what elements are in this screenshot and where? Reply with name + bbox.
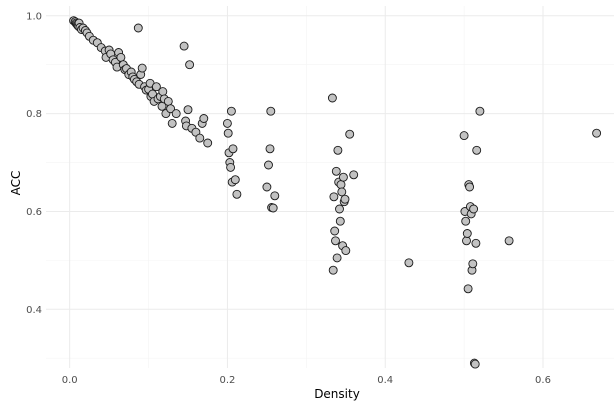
data-point xyxy=(469,204,479,214)
data-point xyxy=(331,166,341,176)
data-point xyxy=(222,118,232,128)
data-point xyxy=(116,52,126,62)
data-points xyxy=(69,16,602,369)
data-point xyxy=(465,182,475,192)
y-tick-label: 0.6 xyxy=(26,207,42,218)
data-point xyxy=(199,114,209,123)
data-point xyxy=(163,96,173,106)
data-point xyxy=(327,93,337,103)
grid-lines xyxy=(46,6,614,368)
data-point xyxy=(338,172,348,182)
data-point xyxy=(151,82,161,92)
data-point xyxy=(171,109,181,119)
data-point xyxy=(335,216,345,226)
x-tick-label: 0.2 xyxy=(219,375,235,386)
data-point xyxy=(167,118,177,128)
data-point xyxy=(329,192,339,202)
y-tick-label: 0.8 xyxy=(26,109,42,120)
tick-labels: 0.0 0.2 0.4 0.6 0.4 0.6 0.8 1.0 xyxy=(26,11,551,386)
data-point xyxy=(461,216,471,226)
data-point xyxy=(228,144,238,154)
data-point xyxy=(332,253,342,263)
data-point xyxy=(333,145,343,155)
data-point xyxy=(179,41,189,51)
y-axis-title: ACC xyxy=(9,171,23,196)
data-point xyxy=(459,131,469,141)
data-point xyxy=(137,63,147,73)
y-tick-label: 0.4 xyxy=(26,305,42,316)
data-point xyxy=(471,238,481,248)
data-point xyxy=(183,105,193,115)
data-point xyxy=(270,191,280,201)
data-point xyxy=(158,87,168,97)
data-point xyxy=(337,187,347,197)
data-point xyxy=(336,180,346,190)
data-point xyxy=(230,175,240,185)
x-tick-label: 0.6 xyxy=(535,375,551,386)
data-point xyxy=(341,246,351,256)
data-point xyxy=(475,106,485,116)
data-point xyxy=(462,229,472,238)
data-point xyxy=(330,226,340,236)
data-point xyxy=(335,204,344,214)
data-point xyxy=(203,138,213,148)
data-point xyxy=(166,104,176,114)
data-point xyxy=(133,23,143,33)
data-point xyxy=(226,162,236,172)
data-point xyxy=(345,129,355,139)
data-point xyxy=(462,236,471,246)
data-point xyxy=(463,284,473,294)
data-point xyxy=(268,203,278,213)
data-point xyxy=(349,170,359,180)
data-point xyxy=(328,265,338,275)
data-point xyxy=(262,182,272,192)
data-point xyxy=(340,194,350,204)
x-axis-title: Density xyxy=(314,387,360,401)
data-point xyxy=(264,160,273,170)
data-point xyxy=(404,258,414,268)
y-tick-label: 1.0 xyxy=(26,11,42,22)
x-tick-label: 0.0 xyxy=(62,375,78,386)
data-point xyxy=(195,133,205,143)
data-point xyxy=(226,106,236,116)
data-point xyxy=(223,128,233,138)
data-point xyxy=(470,359,480,369)
data-point xyxy=(468,259,478,269)
data-point xyxy=(331,236,340,246)
data-point xyxy=(232,189,242,199)
data-point xyxy=(472,145,482,155)
x-tick-label: 0.4 xyxy=(377,375,393,386)
data-point xyxy=(504,236,514,246)
data-point xyxy=(592,128,602,138)
data-point xyxy=(266,106,276,116)
data-point xyxy=(265,144,275,154)
data-point xyxy=(185,60,195,70)
